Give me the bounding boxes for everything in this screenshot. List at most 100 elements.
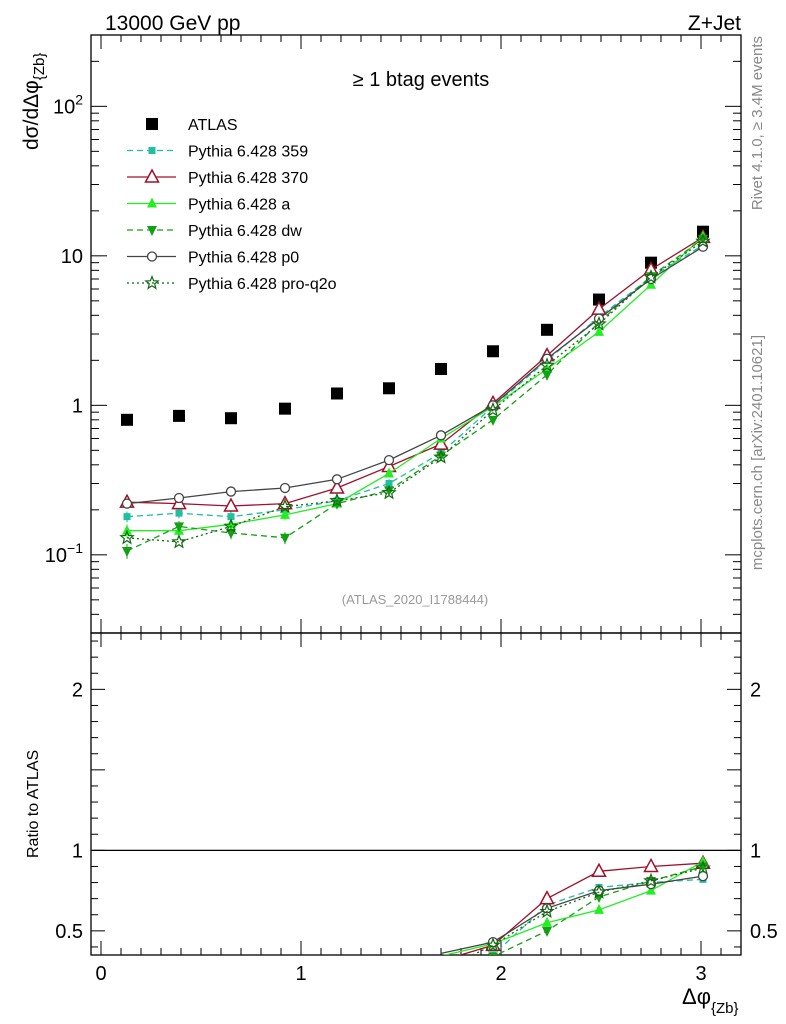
data-point-pythia-6-428-p0 — [435, 430, 447, 441]
ratio-tick-label-right: 1 — [750, 840, 761, 862]
legend-label-pythia-6-428-370: Pythia 6.428 370 — [188, 170, 308, 187]
ratio-point-pythia-6-428-pro-q2o — [695, 859, 711, 875]
y-tick-label: 1 — [72, 395, 83, 417]
legend-marker-pythia-6-428-a — [147, 197, 157, 208]
y-axis-title-text: dσ/dΔφ — [20, 80, 43, 150]
data-point-pythia-6-428-370 — [277, 495, 293, 510]
data-point-atlas — [593, 293, 605, 306]
legend-label-pythia-6-428-dw: Pythia 6.428 dw — [188, 223, 302, 240]
ratio-plot-frame — [90, 632, 742, 956]
ratio-point-pythia-6-428-dw — [594, 893, 604, 904]
ratio-line-pythia-6-428-359 — [490, 878, 704, 955]
data-point-pythia-6-428-pro-q2o — [277, 498, 293, 514]
data-point-pythia-6-428-a — [384, 467, 394, 478]
data-point-pythia-6-428-a — [280, 508, 290, 519]
ratio-point-pythia-6-428-370 — [591, 862, 607, 878]
ratio-axis-title: Ratio to ATLAS — [25, 750, 42, 858]
data-point-pythia-6-428-dw — [542, 370, 552, 381]
data-point-atlas — [279, 402, 291, 415]
data-point-atlas — [173, 409, 185, 422]
data-point-pythia-6-428-dw — [488, 415, 498, 426]
ratio-tick-label: 1 — [72, 840, 83, 862]
legend-marker-pythia-6-428-dw — [147, 226, 157, 236]
ratio-tick-label: 2 — [72, 679, 83, 701]
ratio-tick-label-right: 2 — [750, 679, 761, 701]
series-line-pythia-6-428-p0 — [126, 246, 704, 505]
ratio-series-group — [440, 854, 711, 955]
data-point-pythia-6-428-pro-q2o — [643, 269, 659, 284]
data-point-pythia-6-428-dw — [384, 486, 394, 497]
ratio-point-pythia-6-428-dw — [698, 862, 708, 873]
data-point-atlas — [435, 362, 447, 375]
legend-label-pythia-6-428-pro-q2o: Pythia 6.428 pro-q2o — [188, 276, 337, 293]
ratio-tick-label-right: 0.5 — [750, 921, 778, 943]
legend-marker-pythia-6-428-370 — [144, 168, 160, 183]
legend-label-pythia-6-428-p0: Pythia 6.428 p0 — [188, 250, 299, 267]
y-tick-exp: 2 — [75, 91, 83, 107]
data-point-atlas — [487, 345, 499, 358]
chart-title: ≥ 1 btag events — [353, 69, 490, 91]
ratio-line-pythia-6-428-370 — [458, 862, 704, 955]
data-point-pythia-6-428-pro-q2o — [591, 315, 607, 331]
x-axis-title: Δφ{Zb} — [682, 984, 739, 1017]
data-point-pythia-6-428-pro-q2o — [381, 484, 397, 500]
data-point-pythia-6-428-p0 — [331, 474, 343, 485]
data-point-pythia-6-428-pro-q2o — [695, 233, 711, 248]
ratio-point-pythia-6-428-pro-q2o — [485, 937, 501, 952]
data-point-pythia-6-428-pro-q2o — [485, 401, 501, 417]
legend-label-atlas: ATLAS — [188, 117, 238, 134]
ratio-line-pythia-6-428-a — [442, 861, 704, 955]
x-tick-label: 2 — [495, 963, 506, 985]
data-point-atlas — [121, 413, 133, 426]
series-line-pythia-6-428-359 — [126, 244, 704, 518]
analysis-watermark: (ATLAS_2020_I1788444) — [342, 592, 488, 607]
legend-marker-pythia-6-428-p0 — [146, 251, 158, 262]
ratio-point-pythia-6-428-pro-q2o — [591, 884, 607, 899]
data-point-pythia-6-428-p0 — [279, 482, 291, 494]
data-point-atlas — [541, 323, 553, 336]
data-point-pythia-6-428-359 — [175, 509, 183, 517]
ratio-point-pythia-6-428-dw — [488, 952, 498, 955]
data-point-pythia-6-428-p0 — [383, 454, 395, 466]
data-point-pythia-6-428-p0 — [225, 486, 237, 497]
y-tick-exp: −1 — [67, 540, 83, 556]
x-tick-label: 1 — [295, 963, 306, 985]
data-point-pythia-6-428-pro-q2o — [119, 529, 135, 545]
legend-label-pythia-6-428-a: Pythia 6.428 a — [188, 197, 290, 214]
data-point-atlas — [225, 412, 237, 425]
ratio-point-pythia-6-428-a — [594, 903, 604, 914]
data-point-pythia-6-428-pro-q2o — [223, 518, 239, 533]
data-point-pythia-6-428-370 — [223, 497, 239, 512]
series-line-pythia-6-428-pro-q2o — [126, 240, 704, 543]
data-point-pythia-6-428-p0 — [173, 492, 185, 504]
data-point-pythia-6-428-pro-q2o — [171, 533, 187, 549]
series-line-pythia-6-428-dw — [126, 238, 704, 552]
data-point-pythia-6-428-359 — [123, 513, 131, 521]
ratio-point-pythia-6-428-pro-q2o — [539, 903, 555, 919]
legend-marker-pythia-6-428-pro-q2o — [144, 274, 160, 290]
ratio-point-pythia-6-428-370 — [643, 857, 659, 873]
process-label: Z+Jet — [688, 12, 741, 35]
y-tick-base: 10 — [45, 545, 67, 567]
ratio-tick-label: 0.5 — [55, 921, 83, 943]
legend-label-pythia-6-428-359: Pythia 6.428 359 — [188, 144, 308, 161]
data-point-pythia-6-428-pro-q2o — [433, 449, 449, 464]
ratio-point-pythia-6-428-370 — [539, 890, 555, 905]
data-point-pythia-6-428-a — [226, 518, 236, 529]
ratio-line-pythia-6-428-dw — [494, 865, 704, 955]
ratio-point-pythia-6-428-a — [646, 884, 656, 895]
collision-label: 13000 GeV pp — [105, 12, 240, 35]
y-tick-base: 10 — [53, 96, 75, 118]
data-point-pythia-6-428-dw — [174, 522, 184, 533]
data-point-atlas — [331, 387, 343, 400]
data-point-pythia-6-428-p0 — [121, 498, 133, 509]
data-point-pythia-6-428-dw — [122, 547, 132, 558]
ratio-point-pythia-6-428-p0 — [697, 870, 709, 882]
x-tick-label: 0 — [95, 963, 106, 985]
data-point-pythia-6-428-pro-q2o — [329, 492, 345, 508]
mcplots-label: mcplots.cern.ch [arXiv:2401.10621] — [749, 335, 766, 570]
legend-marker-atlas — [146, 118, 158, 130]
data-point-atlas — [383, 382, 395, 395]
data-point-pythia-6-428-pro-q2o — [539, 357, 555, 372]
data-point-pythia-6-428-359 — [385, 480, 393, 487]
